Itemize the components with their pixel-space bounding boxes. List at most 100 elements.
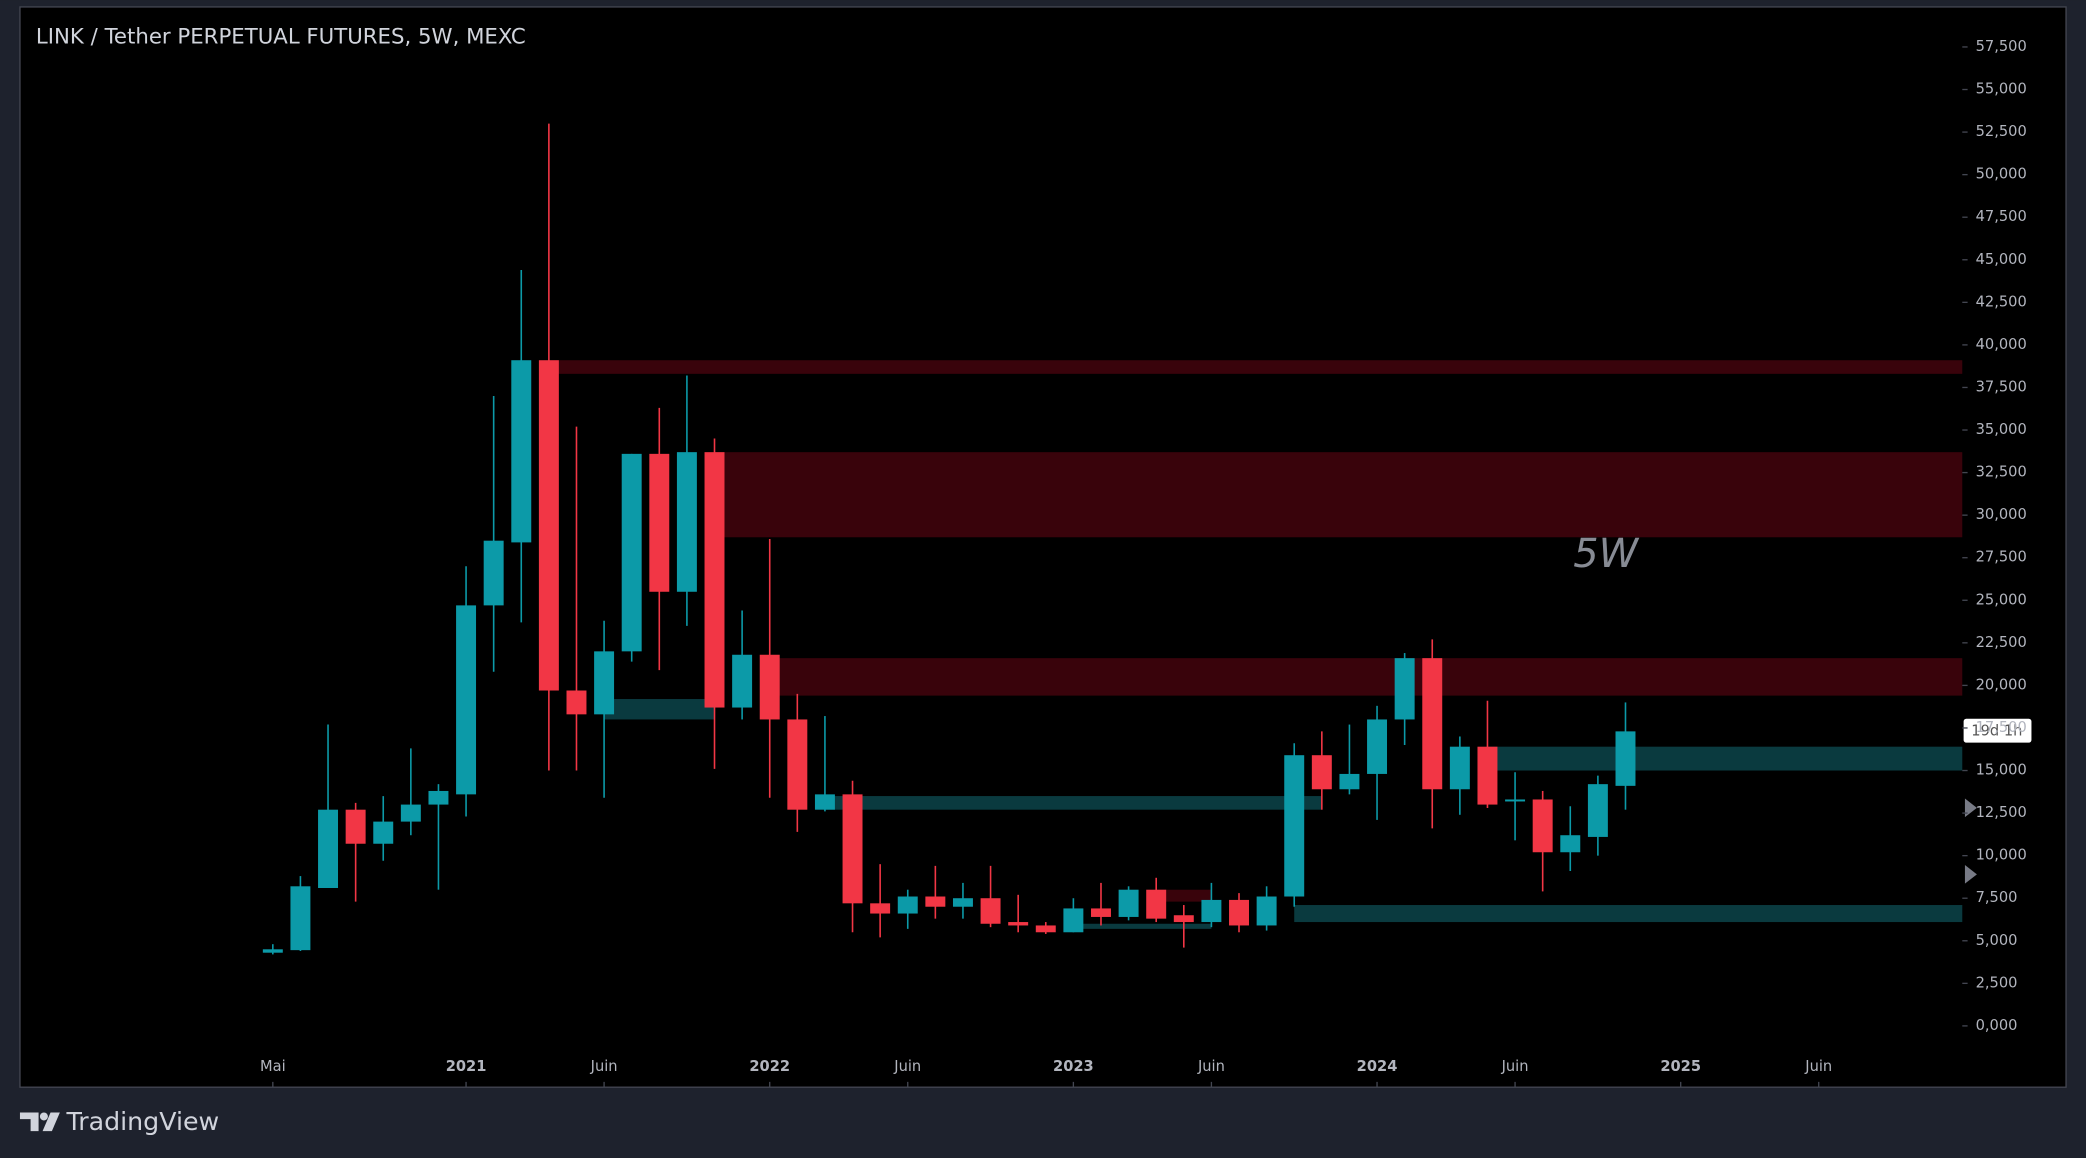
y-tick-label: 27,500: [1976, 549, 2027, 566]
candle-body: [980, 898, 1001, 924]
candle-body: [1091, 908, 1111, 917]
candle-body: [290, 886, 311, 951]
candle-body: [566, 690, 587, 715]
candle-body: [649, 453, 670, 592]
x-tick-label: 2022: [749, 1058, 790, 1075]
candle-body: [897, 896, 918, 914]
zone: [824, 796, 1322, 810]
zone: [1073, 923, 1212, 929]
y-tick-label: 25,000: [1976, 591, 2027, 608]
candle-body: [1063, 908, 1084, 933]
zone: [769, 658, 1963, 696]
candle-body: [1615, 731, 1636, 786]
scroll-marker[interactable]: [1964, 798, 1977, 818]
candle-body: [732, 654, 753, 708]
x-tick-label: Mai: [260, 1058, 286, 1075]
candle-body: [1173, 915, 1194, 923]
candle-body: [511, 360, 532, 543]
candle-body: [1118, 889, 1139, 917]
candle-body: [1560, 835, 1581, 853]
candle-body: [1587, 784, 1608, 837]
watermark: 5W: [1573, 531, 1639, 577]
candle-body: [952, 898, 973, 907]
candle-body: [787, 719, 808, 810]
candle-body: [1008, 922, 1029, 926]
y-tick-label: 47,500: [1976, 208, 2027, 225]
y-tick-label: 55,000: [1976, 81, 2027, 98]
chart-panel: [19, 6, 2067, 1088]
candle-body: [1339, 773, 1360, 790]
y-tick-label: 37,500: [1976, 378, 2027, 395]
x-tick-label: 2023: [1053, 1058, 1094, 1075]
candle-body: [1035, 925, 1056, 933]
candle-body: [1394, 658, 1415, 720]
candle-body: [400, 804, 421, 822]
candle-body: [1477, 746, 1498, 805]
candle-body: [704, 452, 725, 708]
candle-body: [538, 360, 559, 691]
candle-body: [1422, 658, 1443, 790]
zone: [548, 360, 1963, 374]
x-tick-label: Juin: [893, 1058, 921, 1075]
candle-body: [1367, 719, 1388, 774]
x-tick-label: 2021: [446, 1058, 487, 1075]
candle-body: [1449, 746, 1470, 790]
brand-name[interactable]: TradingView: [66, 1107, 220, 1136]
zone: [604, 699, 715, 720]
candle-body: [1311, 755, 1332, 790]
y-tick-label: 50,000: [1976, 166, 2027, 183]
y-tick-label: 30,000: [1976, 506, 2027, 523]
candle-body: [456, 605, 477, 795]
zone: [1156, 889, 1212, 902]
y-tick-label: 7,500: [1976, 889, 2018, 906]
x-tick-label: Juin: [1804, 1058, 1832, 1075]
countdown-box: [1963, 718, 2032, 743]
x-tick-label: 2024: [1357, 1058, 1398, 1075]
candle-body: [925, 896, 946, 907]
y-tick-label: 12,500: [1976, 804, 2027, 821]
chart-title: LINK / Tether PERPETUAL FUTURES, 5W, MEX…: [36, 25, 526, 50]
y-tick-label: 42,500: [1976, 293, 2027, 310]
y-tick-label: 40,000: [1976, 336, 2027, 353]
x-tick-label: Juin: [1501, 1058, 1529, 1075]
candle-body: [262, 949, 283, 953]
y-tick-label: 45,000: [1976, 251, 2027, 268]
y-tick-label: 2,500: [1976, 974, 2018, 991]
x-tick-label: Juin: [590, 1058, 618, 1075]
candle-body: [1284, 755, 1305, 897]
x-tick-label: Juin: [1197, 1058, 1225, 1075]
y-tick-label: 22,500: [1976, 634, 2027, 651]
zone: [1294, 905, 1963, 923]
candle-body: [842, 794, 863, 904]
candle-body: [594, 651, 615, 715]
y-tick-label: 5,000: [1976, 932, 2018, 949]
candle-body: [428, 790, 449, 805]
y-tick-label: 20,000: [1976, 676, 2027, 693]
brand-logo[interactable]: [19, 1112, 60, 1132]
y-tick-label: 15,000: [1976, 762, 2027, 779]
y-tick-label: 57,500: [1976, 38, 2027, 55]
candle-body: [345, 809, 366, 844]
y-tick-label: 0,000: [1976, 1017, 2018, 1034]
candle-body: [1201, 899, 1222, 923]
candle-body: [373, 821, 394, 844]
y-tick-label: 32,500: [1976, 464, 2027, 481]
candle-body: [1146, 889, 1167, 919]
y-tick-label: 35,000: [1976, 421, 2027, 438]
candle-body: [1229, 899, 1249, 926]
candle-body: [1256, 896, 1277, 926]
scroll-marker[interactable]: [1964, 865, 1977, 884]
candle-body: [814, 794, 835, 810]
x-tick-label: 2025: [1660, 1058, 1701, 1075]
candle-body: [318, 809, 339, 889]
candle-body: [759, 654, 780, 720]
y-tick-label: 52,500: [1976, 123, 2027, 140]
zone: [1487, 746, 1963, 771]
candle-body: [676, 452, 697, 592]
y-tick-label: 10,000: [1976, 847, 2027, 864]
candle-body: [483, 540, 504, 606]
countdown: 19d 1h: [1971, 722, 2022, 739]
candle-body: [1532, 799, 1553, 853]
